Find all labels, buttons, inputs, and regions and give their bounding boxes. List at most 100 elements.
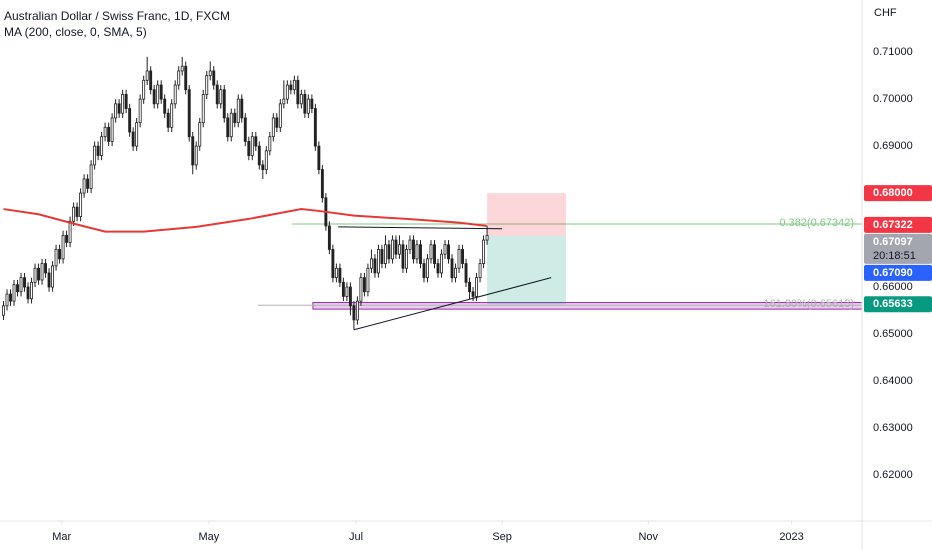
candle-body [135, 122, 139, 147]
candle-body [405, 249, 408, 269]
candle-body [72, 206, 76, 222]
candle-body [222, 89, 226, 119]
candle-body [89, 164, 93, 189]
candle-body [86, 178, 90, 189]
candle-body [436, 263, 440, 274]
candle-body [152, 89, 156, 105]
price-tag-label: 0.65633 [873, 298, 913, 310]
candle-body [447, 244, 450, 260]
candle-body [226, 117, 230, 138]
candle-body [412, 239, 415, 260]
candle-body [177, 70, 181, 86]
price-tag [864, 216, 932, 233]
candle-body [191, 136, 195, 166]
candle-body [352, 305, 356, 321]
candle-body [159, 84, 163, 100]
candle-body [454, 267, 457, 279]
candle-body [131, 131, 135, 147]
candle-body [233, 112, 237, 124]
candle-body [282, 98, 286, 105]
candle-body [464, 263, 468, 283]
candle-body [478, 263, 482, 279]
candle-body [96, 145, 100, 156]
countdown: 20:18:51 [873, 250, 916, 262]
candle-body [383, 244, 387, 264]
candle-body [124, 94, 128, 109]
price-tag [864, 233, 932, 264]
candle-body [100, 136, 104, 156]
candle-body [215, 84, 219, 105]
candle-body [149, 70, 153, 91]
candle-body [82, 178, 86, 194]
candle-body [205, 75, 209, 95]
candle-body [110, 117, 114, 142]
candle-body [212, 70, 216, 86]
candle-body [79, 192, 83, 217]
candle-body [471, 291, 475, 297]
indicator-label: MA (200, close, 0, SMA, 5) [4, 25, 147, 39]
candle-body [285, 84, 289, 100]
candle-body [9, 293, 12, 302]
candle-body [170, 103, 174, 128]
candle-body [2, 305, 5, 316]
y-tick-label: 0.64000 [873, 375, 913, 387]
candle-body [40, 263, 44, 281]
candle-body [313, 108, 317, 147]
candle-body [58, 249, 62, 260]
candle-body [201, 94, 205, 124]
x-tick-label: Nov [638, 531, 658, 543]
candle-body [180, 65, 184, 72]
candle-body [310, 98, 314, 109]
candle-body [44, 263, 48, 274]
y-tick-label: 0.66000 [873, 281, 913, 293]
candle-body [299, 94, 303, 105]
candle-body [429, 244, 433, 260]
chart-title: Australian Dollar / Swiss Franc, 1D, FXC… [4, 9, 230, 23]
candle-body [243, 117, 247, 142]
candle-body [419, 244, 422, 264]
fib-label: 161.80%(0.65613) [763, 298, 854, 310]
candle-body [461, 249, 464, 264]
candle-body [51, 265, 55, 288]
y-tick-label: 0.69000 [873, 140, 913, 152]
candle-body [391, 239, 394, 260]
candle-body [12, 284, 16, 302]
candle-body [166, 112, 170, 128]
candle-body [355, 300, 359, 321]
candle-body [254, 136, 258, 147]
candle-body [128, 108, 132, 133]
candle-body [19, 277, 23, 293]
fib-label: 0.382(0.67342) [779, 217, 854, 229]
y-tick-label: 0.71000 [873, 46, 913, 58]
candle-body [33, 267, 37, 283]
candle-body [422, 263, 426, 279]
x-tick-label: May [198, 531, 219, 543]
candle-body [275, 117, 279, 128]
price-tag [864, 185, 932, 202]
y-tick-label: 0.70000 [873, 93, 913, 105]
candle-body [359, 277, 363, 302]
candle-body [173, 84, 177, 105]
candle-body [47, 272, 51, 288]
stop-zone [487, 193, 566, 236]
candle-body [163, 98, 167, 114]
candle-body [348, 286, 352, 307]
candle-body [331, 249, 335, 279]
candle-body [261, 164, 265, 170]
candle-body [23, 277, 26, 288]
candle-body [107, 126, 111, 142]
x-tick-label: Mar [52, 531, 71, 543]
candle-body [334, 267, 338, 279]
price-tag-label: 0.67090 [873, 267, 913, 279]
candle-body [327, 225, 331, 250]
candle-body [208, 70, 212, 77]
currency-label: CHF [874, 7, 897, 19]
candle-body [457, 249, 461, 269]
candle-body [264, 150, 268, 170]
x-tick-label: 2023 [779, 531, 803, 543]
candle-body [362, 277, 366, 293]
candle-body [219, 89, 223, 105]
candle-body [26, 286, 30, 300]
candle-body [187, 89, 191, 138]
candle-body [296, 79, 300, 105]
